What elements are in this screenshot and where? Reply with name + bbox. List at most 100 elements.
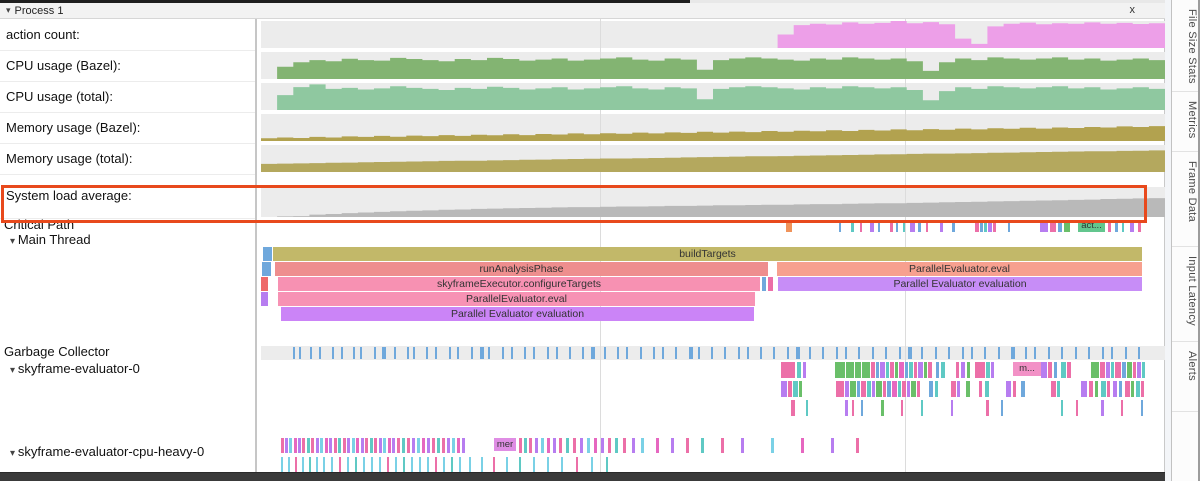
slice[interactable]	[356, 438, 359, 453]
slice[interactable]	[951, 381, 956, 397]
slice[interactable]	[347, 457, 349, 472]
slice[interactable]	[845, 381, 849, 397]
slice[interactable]	[422, 438, 425, 453]
slice[interactable]	[427, 438, 430, 453]
slice[interactable]	[311, 438, 314, 453]
slice[interactable]	[371, 457, 373, 472]
gc-strip[interactable]	[261, 346, 1165, 360]
slice[interactable]	[914, 362, 917, 378]
slice[interactable]	[374, 438, 377, 453]
slice[interactable]	[519, 438, 522, 453]
slice[interactable]	[926, 220, 928, 232]
slice[interactable]	[355, 457, 357, 472]
slice[interactable]	[591, 457, 593, 472]
slice[interactable]	[261, 292, 268, 306]
slice[interactable]	[961, 362, 965, 378]
slice[interactable]	[918, 220, 921, 232]
slice[interactable]	[671, 438, 674, 453]
slice[interactable]	[289, 438, 292, 453]
slice[interactable]	[856, 438, 859, 453]
slice[interactable]	[986, 400, 989, 416]
gc-tick[interactable]	[1011, 347, 1015, 359]
slice[interactable]	[1006, 381, 1011, 397]
chip-m[interactable]: m...	[1013, 362, 1041, 376]
gc-tick[interactable]	[724, 347, 726, 359]
slice[interactable]	[1119, 381, 1122, 397]
slice[interactable]	[452, 438, 455, 453]
slice[interactable]	[852, 400, 854, 416]
slice[interactable]	[1101, 400, 1104, 416]
gc-tick[interactable]	[962, 347, 964, 359]
slice[interactable]	[576, 457, 578, 472]
slice[interactable]	[741, 438, 744, 453]
slice[interactable]	[1095, 381, 1098, 397]
gc-tick[interactable]	[908, 347, 912, 359]
slice[interactable]	[338, 438, 341, 453]
slice[interactable]	[940, 220, 943, 232]
slice[interactable]	[836, 381, 844, 397]
gc-tick[interactable]	[582, 347, 584, 359]
gc-tick[interactable]	[1125, 347, 1127, 359]
slice[interactable]	[1021, 381, 1025, 397]
gc-tick[interactable]	[626, 347, 628, 359]
gc-tick[interactable]	[426, 347, 428, 359]
slice[interactable]	[1089, 381, 1093, 397]
gc-tick[interactable]	[435, 347, 437, 359]
tab-metrics[interactable]: Metrics	[1172, 92, 1198, 152]
slice[interactable]	[553, 438, 556, 453]
slice[interactable]	[701, 438, 704, 453]
slice[interactable]	[541, 438, 544, 453]
collapse-arrow-icon[interactable]: ▾	[10, 448, 18, 459]
slice[interactable]	[788, 381, 792, 397]
slice[interactable]	[871, 362, 875, 378]
slice[interactable]	[861, 400, 863, 416]
gc-tick[interactable]	[885, 347, 887, 359]
slice[interactable]	[1061, 400, 1063, 416]
track-label-main-thread[interactable]: ▾ Main Thread	[0, 232, 260, 247]
gc-tick[interactable]	[569, 347, 571, 359]
slice[interactable]	[924, 362, 927, 378]
gc-tick[interactable]	[738, 347, 740, 359]
slice[interactable]	[529, 438, 532, 453]
panel-header[interactable]: ▾ Process 1 x	[0, 3, 1165, 19]
slice[interactable]	[890, 220, 893, 232]
slice[interactable]	[1048, 362, 1052, 378]
slice[interactable]	[615, 438, 618, 453]
slice[interactable]	[786, 220, 792, 232]
slice[interactable]	[793, 381, 798, 397]
slice[interactable]	[876, 362, 879, 378]
slice[interactable]	[437, 438, 440, 453]
gc-tick[interactable]	[809, 347, 811, 359]
slice[interactable]	[899, 362, 904, 378]
slice[interactable]	[988, 220, 992, 232]
vertical-scroll-gutter[interactable]	[1165, 0, 1171, 481]
slice[interactable]	[883, 381, 886, 397]
collapse-arrow-icon[interactable]: ▾	[10, 236, 18, 247]
gc-tick[interactable]	[319, 347, 321, 359]
gc-tick[interactable]	[1088, 347, 1090, 359]
slice[interactable]	[1064, 220, 1070, 232]
slice[interactable]	[896, 220, 898, 232]
slice[interactable]	[573, 438, 576, 453]
slice[interactable]	[918, 362, 923, 378]
slice[interactable]	[262, 262, 271, 276]
gc-tick[interactable]	[413, 347, 415, 359]
slice[interactable]	[387, 457, 389, 472]
chip-mer[interactable]: mer	[494, 438, 516, 451]
slice[interactable]	[1122, 362, 1126, 378]
gc-tick[interactable]	[899, 347, 901, 359]
slice[interactable]	[1101, 381, 1106, 397]
slice[interactable]	[909, 362, 913, 378]
slice[interactable]	[506, 457, 508, 472]
slice[interactable]	[967, 362, 970, 378]
slice[interactable]	[1121, 400, 1123, 416]
slice[interactable]	[535, 438, 538, 453]
gc-tick[interactable]	[480, 347, 484, 359]
slice[interactable]	[801, 438, 804, 453]
slice[interactable]	[831, 438, 834, 453]
slice[interactable]	[1067, 362, 1071, 378]
gc-tick[interactable]	[662, 347, 664, 359]
slice[interactable]	[887, 381, 891, 397]
slice[interactable]	[1008, 220, 1010, 232]
slice[interactable]	[524, 438, 527, 453]
